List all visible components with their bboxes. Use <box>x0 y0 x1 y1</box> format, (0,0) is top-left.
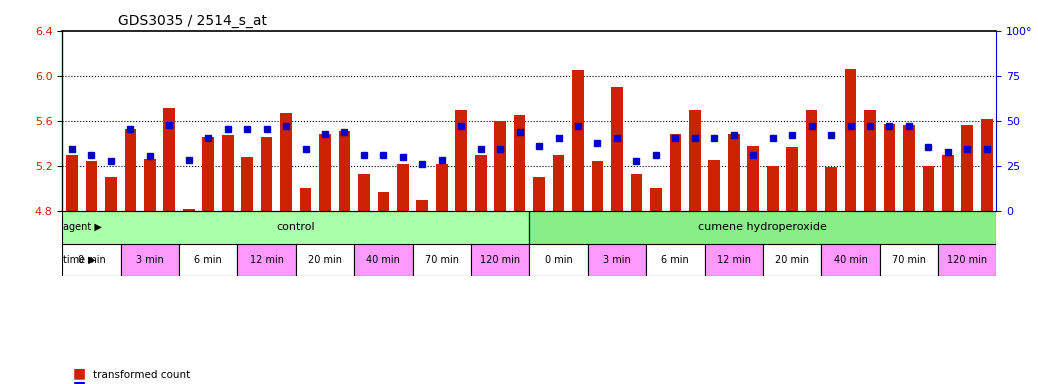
Bar <box>689 109 701 211</box>
Bar <box>378 192 389 211</box>
Bar <box>787 147 798 211</box>
Bar <box>514 115 525 211</box>
Text: GDS3035 / 2514_s_at: GDS3035 / 2514_s_at <box>118 14 268 28</box>
Text: 40 min: 40 min <box>834 255 868 265</box>
Text: 120 min: 120 min <box>948 255 987 265</box>
Bar <box>300 189 311 211</box>
Bar <box>572 70 583 211</box>
Bar <box>474 155 487 211</box>
Bar <box>319 134 331 211</box>
Bar <box>883 124 895 211</box>
FancyBboxPatch shape <box>705 244 763 276</box>
Bar <box>961 125 974 211</box>
Bar <box>981 119 992 211</box>
Text: 0 min: 0 min <box>78 255 105 265</box>
Text: 20 min: 20 min <box>308 255 343 265</box>
Text: 0 min: 0 min <box>545 255 572 265</box>
Bar <box>144 159 156 211</box>
Text: 12 min: 12 min <box>716 255 750 265</box>
Bar <box>436 164 447 211</box>
Bar <box>767 166 778 211</box>
FancyBboxPatch shape <box>180 244 238 276</box>
Bar <box>825 167 837 211</box>
Bar <box>261 137 272 211</box>
Text: 70 min: 70 min <box>892 255 926 265</box>
Text: control: control <box>276 222 316 232</box>
Bar <box>747 146 759 211</box>
Bar <box>164 108 175 211</box>
FancyBboxPatch shape <box>296 244 354 276</box>
Text: 6 min: 6 min <box>194 255 222 265</box>
Bar <box>125 129 136 211</box>
FancyBboxPatch shape <box>120 244 180 276</box>
FancyBboxPatch shape <box>821 244 879 276</box>
Bar <box>650 189 662 211</box>
Bar <box>280 113 292 211</box>
Bar <box>456 109 467 211</box>
FancyBboxPatch shape <box>588 244 646 276</box>
Bar <box>202 137 214 211</box>
Text: cumene hydroperoxide: cumene hydroperoxide <box>699 222 827 232</box>
FancyBboxPatch shape <box>62 244 120 276</box>
FancyBboxPatch shape <box>529 244 588 276</box>
Text: 3 min: 3 min <box>136 255 164 265</box>
Text: 3 min: 3 min <box>603 255 631 265</box>
Bar <box>534 177 545 211</box>
Bar <box>845 69 856 211</box>
Bar <box>416 200 429 211</box>
FancyBboxPatch shape <box>354 244 413 276</box>
Bar <box>552 155 565 211</box>
Bar <box>943 155 954 211</box>
Bar <box>397 164 409 211</box>
Text: transformed count: transformed count <box>93 370 191 380</box>
Bar <box>923 166 934 211</box>
FancyBboxPatch shape <box>763 244 821 276</box>
Bar <box>630 174 643 211</box>
Bar <box>864 109 876 211</box>
Text: ■: ■ <box>73 366 86 380</box>
Bar <box>903 125 914 211</box>
Bar <box>708 160 720 211</box>
Text: 12 min: 12 min <box>249 255 283 265</box>
Bar <box>105 177 116 211</box>
Bar <box>183 209 194 211</box>
Text: 20 min: 20 min <box>775 255 810 265</box>
Text: agent ▶: agent ▶ <box>63 222 102 232</box>
Bar <box>66 155 78 211</box>
FancyBboxPatch shape <box>238 244 296 276</box>
FancyBboxPatch shape <box>413 244 471 276</box>
Text: 6 min: 6 min <box>661 255 689 265</box>
Bar <box>728 134 739 211</box>
Bar <box>592 161 603 211</box>
FancyBboxPatch shape <box>938 244 996 276</box>
Bar <box>670 134 681 211</box>
Text: 70 min: 70 min <box>425 255 459 265</box>
Bar <box>222 136 234 211</box>
FancyBboxPatch shape <box>646 244 705 276</box>
Bar <box>494 121 507 211</box>
FancyBboxPatch shape <box>62 211 529 244</box>
Bar <box>241 157 253 211</box>
Bar <box>338 131 350 211</box>
FancyBboxPatch shape <box>471 244 529 276</box>
Text: ■: ■ <box>73 380 86 384</box>
Bar <box>611 87 623 211</box>
Bar <box>358 174 370 211</box>
FancyBboxPatch shape <box>879 244 938 276</box>
Text: 40 min: 40 min <box>366 255 401 265</box>
Bar <box>85 161 98 211</box>
FancyBboxPatch shape <box>529 211 996 244</box>
Text: 120 min: 120 min <box>481 255 520 265</box>
Bar <box>805 109 818 211</box>
Text: time ▶: time ▶ <box>63 255 95 265</box>
